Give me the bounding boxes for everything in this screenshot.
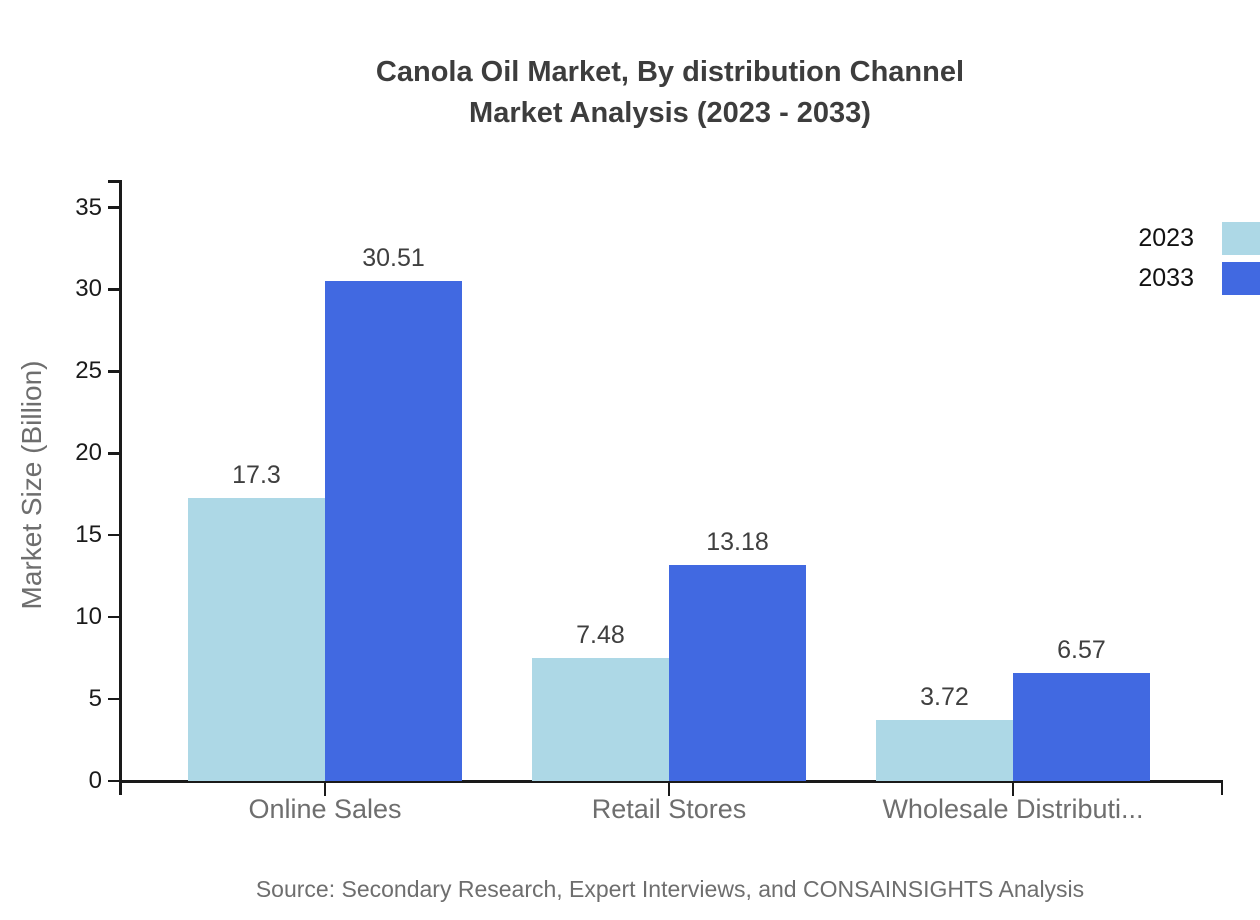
y-tick-label: 30 [75, 275, 102, 303]
y-tick-mark [108, 779, 120, 783]
y-axis-title: Market Size (Billion) [16, 360, 47, 610]
y-tick-mark [108, 697, 120, 701]
y-tick-label: 0 [88, 767, 102, 794]
bar-2023-0 [188, 497, 325, 781]
y-tick-label: 25 [75, 357, 102, 385]
y-tick-label: 35 [75, 193, 102, 221]
legend-label: 2023 [1138, 223, 1194, 252]
y-tick-label: 10 [75, 603, 102, 631]
y-tick-label: 20 [75, 439, 102, 467]
bar-2033-1 [669, 565, 806, 781]
x-tick-mark [323, 782, 327, 796]
bar-2033-0 [325, 281, 462, 781]
x-tick-mark [1011, 782, 1015, 796]
y-tick-mark [108, 615, 120, 619]
x-tick-mark [667, 782, 671, 796]
bar-value-label: 30.51 [362, 244, 425, 273]
bar-value-label: 6.57 [1057, 636, 1106, 665]
y-axis-line [119, 180, 122, 795]
chart-title: Canola Oil Market, By distribution Chann… [80, 52, 1260, 134]
x-axis-line [119, 780, 1223, 783]
bar-value-label: 13.18 [706, 528, 769, 557]
legend-item-2033: 2033 [1138, 258, 1260, 298]
legend-item-2023: 2023 [1138, 218, 1260, 258]
bar-value-label: 17.3 [232, 460, 281, 489]
bar-value-label: 3.72 [920, 683, 969, 712]
x-category-label: Retail Stores [591, 794, 747, 824]
chart-title-line2: Market Analysis (2023 - 2033) [469, 97, 871, 129]
y-axis-top-tail [108, 180, 120, 183]
legend-label: 2033 [1138, 263, 1194, 292]
x-category-label: Online Sales [248, 794, 402, 824]
bar-2023-2 [876, 720, 1013, 781]
y-tick-label: 15 [75, 521, 102, 549]
bar-value-label: 7.48 [576, 621, 625, 650]
bar-2033-2 [1013, 673, 1150, 781]
legend: 2023 2033 [1138, 218, 1260, 298]
y-tick-mark [108, 452, 120, 455]
y-tick-mark [108, 288, 120, 291]
y-tick-mark [108, 370, 120, 373]
bar-2023-1 [532, 658, 669, 781]
y-tick-label: 5 [88, 685, 102, 713]
y-tick-mark [108, 206, 120, 209]
chart-title-line1: Canola Oil Market, By distribution Chann… [375, 56, 965, 88]
y-tick-mark [108, 533, 120, 537]
legend-swatch [1222, 221, 1260, 255]
x-category-label: Wholesale Distributi... [882, 794, 1144, 824]
legend-swatch [1222, 261, 1260, 295]
x-axis-right-tail [1220, 780, 1223, 795]
source-note: Source: Secondary Research, Expert Inter… [255, 876, 1085, 902]
